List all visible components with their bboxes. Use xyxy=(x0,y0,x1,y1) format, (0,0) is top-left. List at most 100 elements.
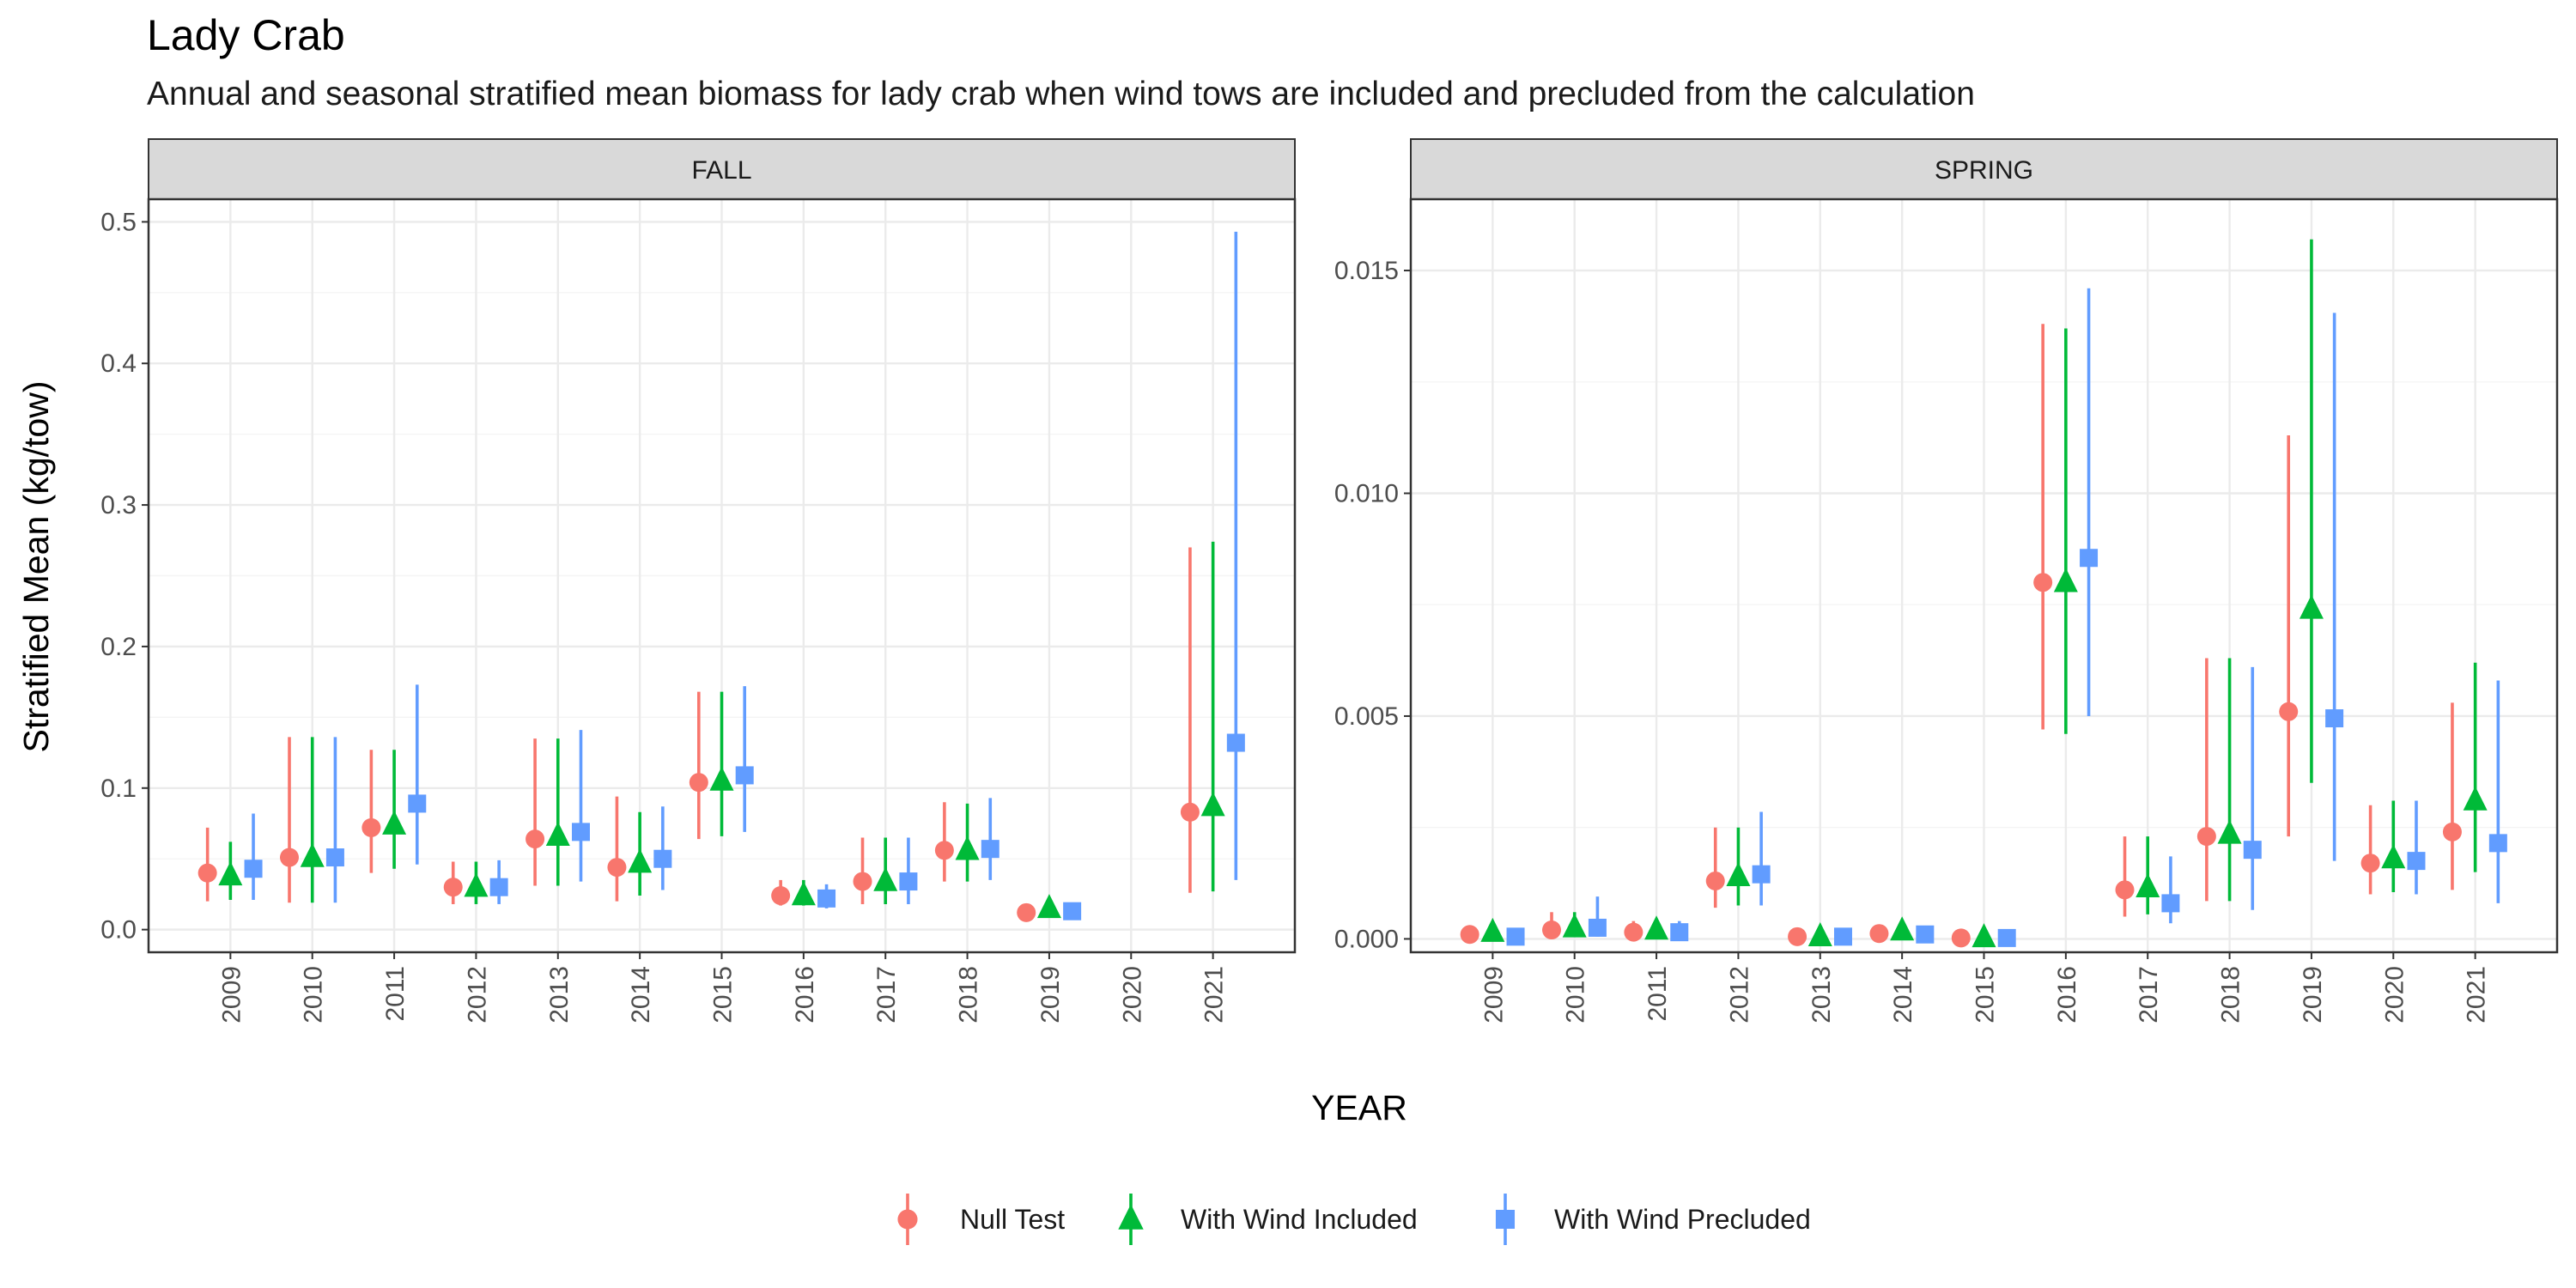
data-point xyxy=(1807,922,1832,947)
data-point xyxy=(1726,861,1751,886)
data-point xyxy=(2488,834,2507,853)
data-point xyxy=(489,878,508,896)
x-tick-label: 2012 xyxy=(1725,966,1753,1024)
x-tick-label: 2021 xyxy=(2463,966,2491,1024)
facet-strip xyxy=(1410,138,2558,200)
data-point xyxy=(1869,924,1889,944)
x-tick-label: 2009 xyxy=(1479,966,1508,1024)
legend-label: With Wind Precluded xyxy=(1554,1204,1811,1235)
data-point xyxy=(1670,923,1689,942)
data-point xyxy=(653,849,672,868)
x-tick-label: 2013 xyxy=(1807,966,1836,1024)
series-with-wind-included xyxy=(1480,239,2488,948)
data-point xyxy=(1705,871,1725,890)
data-point xyxy=(1833,927,1852,946)
data-point xyxy=(1542,920,1562,940)
legend-key-marker xyxy=(897,1209,918,1230)
data-point xyxy=(545,822,570,847)
x-tick-label: 2017 xyxy=(872,966,901,1024)
data-point xyxy=(526,829,545,849)
data-point xyxy=(2407,852,2426,871)
chart-title: Lady Crab xyxy=(147,11,345,59)
x-tick-label: 2013 xyxy=(545,966,574,1024)
data-point xyxy=(464,872,489,897)
series-with-wind-precluded xyxy=(1506,288,2507,947)
data-point xyxy=(955,835,980,860)
data-point xyxy=(981,840,999,859)
x-tick-label: 2016 xyxy=(2053,966,2081,1024)
x-tick-label: 2018 xyxy=(2217,966,2245,1024)
data-point xyxy=(1916,925,1935,944)
x-tick-label: 2010 xyxy=(1562,966,1590,1024)
data-point xyxy=(934,841,954,860)
data-point xyxy=(1036,894,1061,919)
series-null-test xyxy=(197,547,1200,922)
data-point xyxy=(382,810,407,835)
data-point xyxy=(1063,902,1082,920)
x-tick-label: 2015 xyxy=(709,966,738,1024)
x-axis-title: YEAR xyxy=(1311,1088,1407,1127)
data-point xyxy=(1506,927,1525,946)
data-point xyxy=(709,766,734,791)
x-tick-label: 2018 xyxy=(955,966,983,1024)
panel-border xyxy=(147,197,1297,954)
data-point xyxy=(2325,709,2344,728)
series-with-wind-included xyxy=(218,541,1225,919)
data-point xyxy=(791,881,816,906)
facet-strip xyxy=(148,138,1296,200)
data-point xyxy=(2136,872,2160,897)
data-point xyxy=(2299,594,2324,619)
data-point xyxy=(244,860,263,878)
data-point xyxy=(689,773,708,793)
x-tick-label: 2016 xyxy=(791,966,819,1024)
series-null-test xyxy=(1460,324,2462,948)
data-point xyxy=(2161,894,2180,913)
legend-label: Null Test xyxy=(960,1204,1065,1235)
data-point xyxy=(2033,573,2053,592)
data-point xyxy=(2360,854,2380,873)
data-point xyxy=(443,878,463,897)
x-tick-label: 2017 xyxy=(2135,966,2163,1024)
legend-key-marker xyxy=(1495,1209,1516,1230)
data-point xyxy=(607,858,627,878)
data-point xyxy=(2080,549,2099,568)
y-tick-label: 0.000 xyxy=(1334,925,1399,953)
data-point xyxy=(1200,792,1225,817)
panel-fall: FALL 0.0 0.1 0.2 0.3 0.4 0.5 2009 2010 2011 2012 20… xyxy=(100,138,1297,1024)
data-point xyxy=(628,848,653,873)
x-tick-label: 2014 xyxy=(1889,966,1917,1024)
data-point xyxy=(2115,880,2135,900)
y-tick-label: 0.015 xyxy=(1334,257,1399,285)
data-point xyxy=(2196,827,2216,847)
x-tick-label: 2019 xyxy=(1036,966,1065,1024)
data-point xyxy=(1480,917,1505,942)
legend-key-marker xyxy=(1118,1204,1144,1230)
x-tick-label: 2009 xyxy=(217,966,246,1024)
data-point xyxy=(571,823,590,841)
x-tick-label: 2015 xyxy=(1971,966,2000,1024)
data-point xyxy=(1460,925,1479,945)
x-tick-label: 2012 xyxy=(463,966,491,1024)
y-axis-title: Stratified Mean (kg/tow) xyxy=(16,381,56,753)
data-point xyxy=(1890,916,1915,941)
y-tick-label: 0.4 xyxy=(100,349,137,378)
legend-item-null-test: Null Test xyxy=(897,1194,1065,1245)
data-point xyxy=(2053,568,2078,592)
x-tick-label: 2014 xyxy=(627,966,655,1024)
panel-spring: SPRING 0.000 0.005 0.010 0.015 2009 2010 2011 20… xyxy=(1334,138,2559,1024)
y-tick-label: 0.0 xyxy=(100,916,137,945)
x-tick-label: 2019 xyxy=(2299,966,2327,1024)
data-point xyxy=(408,794,427,813)
facet-strip-label: SPRING xyxy=(1935,156,2033,185)
data-point xyxy=(899,872,918,891)
data-point xyxy=(1752,865,1771,884)
data-point xyxy=(1997,928,2016,947)
data-point xyxy=(2442,822,2462,841)
y-tick-label: 0.1 xyxy=(100,775,137,803)
y-tick-label: 0.010 xyxy=(1334,479,1399,507)
data-point xyxy=(280,848,300,867)
legend-item-with-wind-included: With Wind Included xyxy=(1118,1194,1418,1245)
data-point xyxy=(771,886,791,906)
y-tick-label: 0.005 xyxy=(1334,702,1399,731)
series-with-wind-precluded xyxy=(244,231,1245,920)
